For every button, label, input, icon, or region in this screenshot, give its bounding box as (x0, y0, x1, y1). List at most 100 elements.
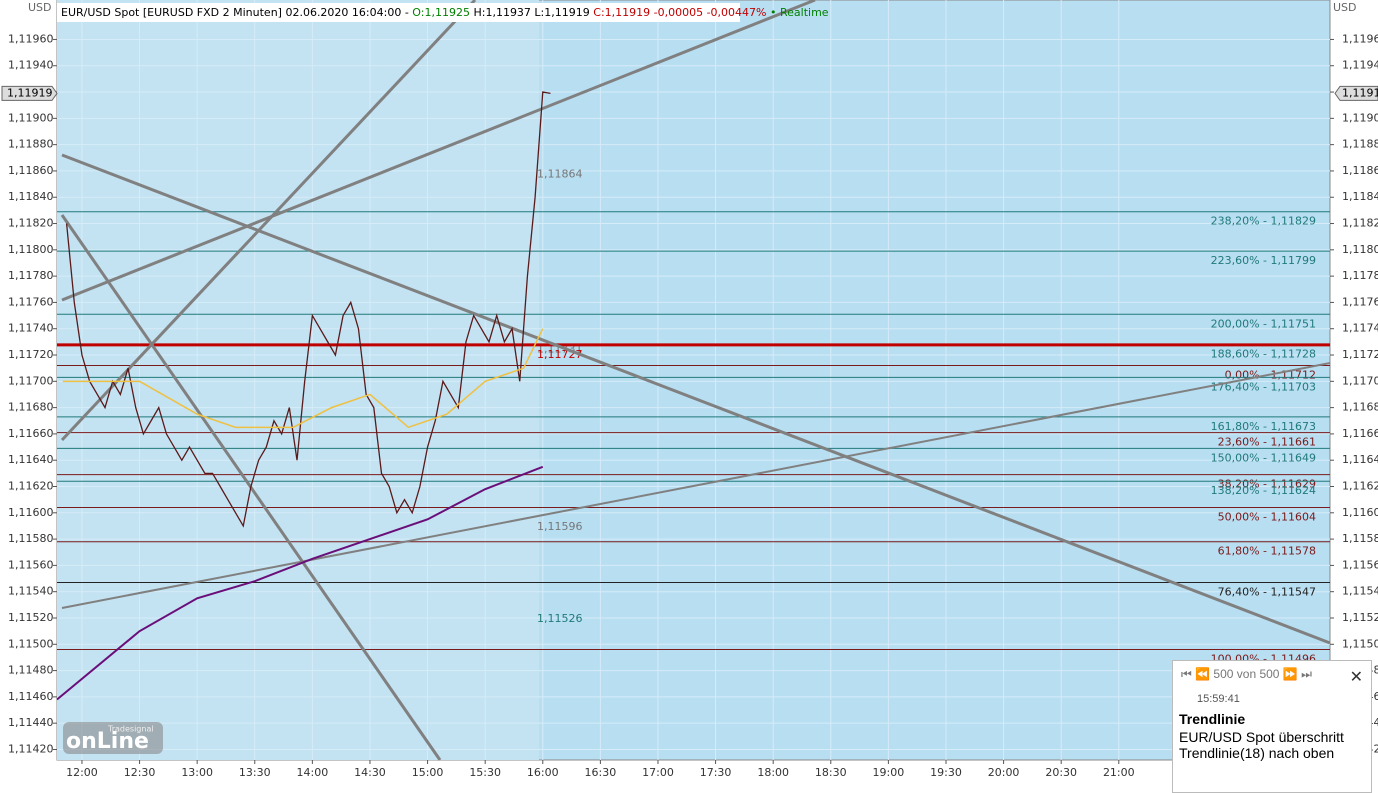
header-part: O:1,11925 (412, 6, 470, 19)
level-label: 50,00% - 1,11604 (1218, 511, 1316, 524)
y-tick-label: 1,11580 (1342, 532, 1378, 545)
y-tick-label: 1,11620 (1342, 480, 1378, 493)
y-tick-label: 1,11940 (8, 59, 54, 72)
axes: 1,114201,114201,114401,114401,114601,114… (1, 32, 1378, 779)
trendlines (60, 0, 1331, 761)
currency-right: USD (1333, 1, 1357, 14)
y-tick-label: 1,11640 (8, 453, 54, 466)
y-tick-label: 1,11880 (8, 138, 54, 151)
alert-popup: ⏮ ⏪ 500 von 500 ⏩ ⏭ ✕ 15:59:41 Trendlini… (1172, 660, 1372, 793)
y-tick-label: 1,11900 (8, 111, 54, 124)
y-tick-label: 1,11600 (1342, 506, 1378, 519)
popup-title: Trendlinie (1179, 711, 1246, 727)
x-tick-label: 17:00 (642, 766, 674, 779)
level-label: 150,00% - 1,11649 (1211, 451, 1316, 464)
y-tick-label: 1,11760 (1342, 295, 1378, 308)
y-tick-label: 1,11560 (1342, 558, 1378, 571)
header-part: C:1,11919 -0,00005 -0,00447% (593, 6, 766, 19)
y-tick-label: 1,11580 (8, 532, 54, 545)
logo-brand: Tradesignal (107, 725, 154, 734)
x-tick-label: 15:00 (412, 766, 444, 779)
y-tick-label: 1,11880 (1342, 138, 1378, 151)
y-tick-label: 1,11520 (8, 611, 54, 624)
header-part: • Realtime (770, 6, 829, 19)
x-tick-label: 16:30 (585, 766, 617, 779)
y-tick-label: 1,11700 (8, 374, 54, 387)
x-tick-label: 18:00 (757, 766, 789, 779)
x-tick-label: 12:30 (124, 766, 156, 779)
x-tick-label: 21:00 (1103, 766, 1135, 779)
y-tick-label: 1,11600 (8, 506, 54, 519)
y-tick-label: 1,11700 (1342, 374, 1378, 387)
header: EUR/USD Spot [EURUSD FXD 2 Minuten] 02.0… (61, 6, 829, 19)
y-tick-label: 1,11720 (1342, 348, 1378, 361)
currency-left: USD (28, 1, 52, 14)
level-label: 138,20% - 1,11624 (1211, 484, 1316, 497)
y-tick-label: 1,11760 (8, 295, 54, 308)
popup-nav: ⏮ ⏪ 500 von 500 ⏩ ⏭ ✕ (1181, 667, 1363, 686)
y-tick-label: 1,11860 (1342, 164, 1378, 177)
trendline (61, 0, 816, 302)
price-label: 1,11526 (537, 612, 583, 625)
price-marker-label: 1,11919 (1342, 86, 1378, 99)
x-tick-label: 13:00 (181, 766, 213, 779)
price-marker (1, 85, 58, 101)
y-tick-label: 1,11660 (8, 427, 54, 440)
x-tick-label: 13:30 (239, 766, 271, 779)
x-tick-label: 19:30 (930, 766, 962, 779)
y-tick-label: 1,11540 (8, 585, 54, 598)
y-tick-label: 1,11740 (8, 322, 54, 335)
trendline (60, 0, 477, 442)
series (56, 91, 551, 701)
price-label: 1,11727 (537, 348, 583, 361)
x-tick-label: 20:30 (1045, 766, 1077, 779)
x-tick-label: 16:00 (527, 766, 559, 779)
y-tick-label: 1,11420 (8, 742, 54, 755)
level-label: 161,80% - 1,11673 (1211, 420, 1316, 433)
y-tick-label: 1,11960 (1342, 32, 1378, 45)
x-tick-label: 12:00 (66, 766, 98, 779)
y-tick-label: 1,11840 (1342, 190, 1378, 203)
popup-message: EUR/USD Spot überschritt Trendlinie(18) … (1179, 729, 1344, 761)
price-line (65, 91, 551, 528)
y-tick-label: 1,11660 (1342, 427, 1378, 440)
data-region (57, 0, 539, 760)
level-label: 223,60% - 1,11799 (1211, 254, 1316, 267)
trendline (61, 153, 1331, 645)
price-marker-label: 1,11919 (7, 86, 53, 99)
y-tick-label: 1,11720 (8, 348, 54, 361)
x-tick-label: 14:30 (354, 766, 386, 779)
price-label: 1,11596 (537, 520, 583, 533)
y-tick-label: 1,11900 (1342, 111, 1378, 124)
price-marker (1334, 85, 1378, 101)
y-tick-label: 1,11680 (1342, 401, 1378, 414)
price-label: 1,11864 (537, 168, 583, 181)
popup-counter: 500 von 500 (1213, 667, 1280, 681)
header-part: EUR/USD Spot [EURUSD FXD 2 Minuten] 02.0… (61, 6, 409, 19)
y-tick-label: 1,11480 (8, 664, 54, 677)
y-tick-label: 1,11780 (1342, 269, 1378, 282)
x-tick-label: 20:00 (988, 766, 1020, 779)
x-tick-label: 18:30 (815, 766, 847, 779)
x-tick-label: 15:30 (469, 766, 501, 779)
y-tick-label: 1,11440 (8, 716, 54, 729)
x-tick-label: 19:00 (873, 766, 905, 779)
y-tick-label: 1,11820 (8, 217, 54, 230)
y-tick-label: 1,11500 (1342, 637, 1378, 650)
level-label: 61,80% - 1,11578 (1218, 545, 1316, 558)
logo-bg (63, 722, 163, 754)
level-label: 23,60% - 1,11661 (1218, 436, 1316, 449)
y-tick-label: 1,11460 (8, 690, 54, 703)
y-tick-label: 1,11940 (1342, 59, 1378, 72)
close-button[interactable]: ✕ (1349, 669, 1363, 686)
y-tick-label: 1,11860 (8, 164, 54, 177)
y-tick-label: 1,11960 (8, 32, 54, 45)
level-label: 176,40% - 1,11703 (1211, 380, 1316, 393)
y-tick-label: 1,11540 (1342, 585, 1378, 598)
fib-levels: 238,20% - 1,11829 223,60% - 1,11799 200,00… (57, 168, 1330, 666)
x-tick-label: 17:30 (700, 766, 732, 779)
y-tick-label: 1,11800 (8, 243, 54, 256)
level-label: 188,60% - 1,11728 (1211, 347, 1316, 360)
